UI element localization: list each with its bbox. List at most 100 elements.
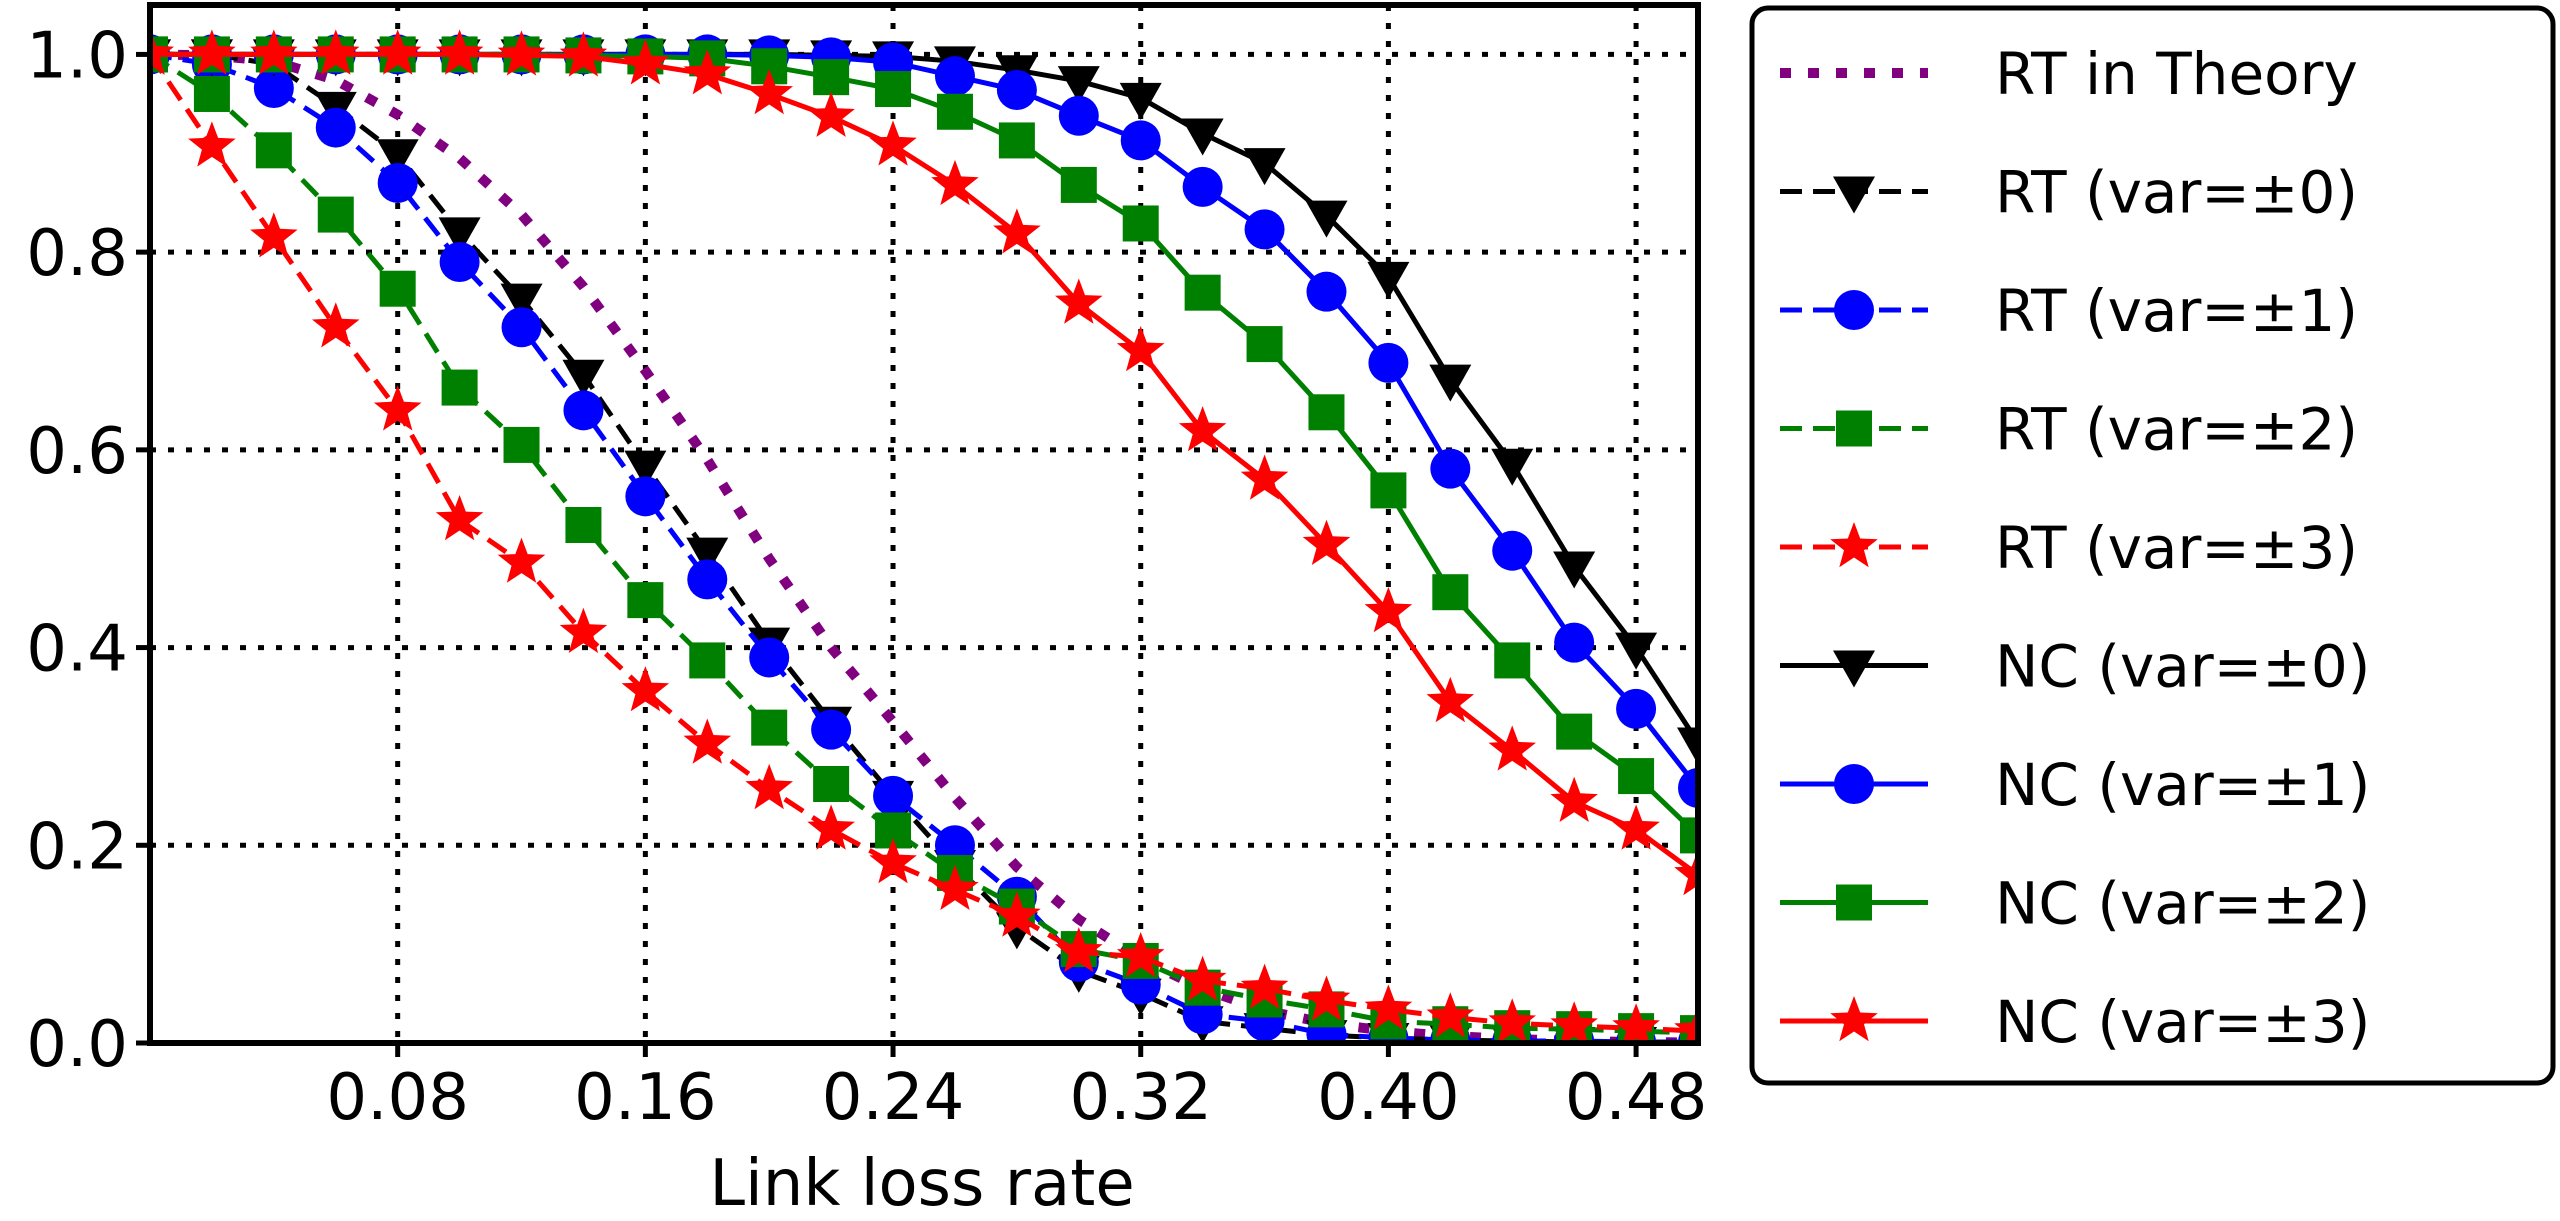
data-point (1616, 688, 1657, 729)
data-point (1055, 927, 1103, 973)
data-point (683, 49, 732, 95)
legend-label: NC (var=±0) (1995, 633, 2370, 701)
data-point (936, 93, 973, 130)
y-tick-label: 0.8 (26, 217, 128, 291)
legend-marker-star-icon (1830, 996, 1878, 1042)
data-point (621, 39, 670, 85)
data-point (379, 270, 416, 307)
plot-area (150, 29, 1698, 1043)
data-point (1060, 166, 1097, 203)
data-point (1674, 1006, 1698, 1043)
data-point (996, 70, 1037, 111)
legend-marker-circle-icon (1834, 764, 1874, 804)
data-point (813, 59, 850, 96)
data-point (1184, 274, 1221, 311)
data-point (253, 68, 294, 109)
data-point (559, 31, 608, 77)
data-point (621, 666, 670, 712)
data-point (931, 159, 979, 206)
data-point (931, 864, 979, 910)
legend-marker-square-icon (1836, 884, 1872, 921)
data-point (869, 120, 917, 166)
data-point (807, 804, 855, 850)
data-point (625, 476, 666, 517)
legend-label: RT in Theory (1995, 40, 2358, 108)
legend-marker-square-icon (1836, 410, 1872, 447)
data-point (255, 132, 292, 169)
data-point (1308, 394, 1345, 431)
data-point (1678, 767, 1698, 808)
series-line (150, 51, 1698, 744)
data-point (1240, 454, 1289, 500)
series-nc-var-3- (150, 29, 1698, 896)
series-line (150, 53, 1698, 1034)
data-point (1430, 448, 1471, 489)
data-point (749, 637, 790, 678)
y-tick-label: 1.0 (26, 19, 128, 93)
data-point (1306, 271, 1347, 312)
data-point (1550, 1001, 1598, 1043)
data-point (1367, 261, 1410, 299)
legend-box (1749, 5, 2556, 1086)
data-point (435, 29, 484, 75)
data-point (1674, 849, 1698, 896)
data-point (1116, 326, 1165, 372)
data-point (1243, 148, 1286, 186)
data-point (562, 359, 605, 397)
data-point (312, 29, 360, 75)
series-line (150, 52, 1698, 1036)
data-point (1429, 364, 1472, 402)
legend-entry: RT (var=±1) (1780, 277, 2358, 345)
y-tick-label: 0.0 (26, 1008, 128, 1082)
axis-ticks: 0.08 0.16 0.24 0.32 0.40 0.48 0.0 0.2 0.4 0.6 0.8 1… (26, 19, 1707, 1135)
series-rt-var-1- (150, 34, 1698, 1043)
series-rt-var-2- (150, 36, 1698, 1043)
series-line (150, 51, 1698, 1043)
data-point (745, 69, 793, 115)
data-point (1426, 992, 1475, 1038)
data-point (751, 709, 788, 746)
legend-marker-triangle-down-icon (1833, 650, 1875, 688)
data-point (1057, 66, 1100, 104)
data-point (250, 212, 298, 258)
data-point (683, 718, 732, 764)
data-point (1680, 817, 1698, 854)
data-point (624, 450, 667, 488)
data-point (373, 385, 422, 431)
data-point (1244, 209, 1285, 250)
data-point (745, 763, 793, 810)
data-point (875, 71, 912, 108)
data-point (501, 307, 542, 348)
data-point (373, 29, 422, 75)
data-point (193, 75, 230, 112)
data-point (1426, 676, 1475, 723)
data-point (627, 582, 664, 619)
data-point (869, 838, 917, 884)
x-tick-label: 0.32 (1069, 1061, 1212, 1135)
data-point (1122, 205, 1159, 242)
data-point (687, 559, 728, 600)
axes-frame (147, 2, 1701, 1046)
x-tick-label: 0.08 (326, 1061, 469, 1135)
legend-marker-circle-icon (1834, 290, 1874, 330)
data-point (435, 495, 484, 541)
data-point (1492, 530, 1533, 571)
data-point (1491, 448, 1534, 486)
data-point (188, 121, 236, 167)
y-tick-label: 0.6 (26, 415, 128, 489)
y-tick-label: 0.2 (26, 810, 128, 884)
series-rt-in-theory (150, 49, 1698, 1043)
data-point (811, 709, 852, 750)
data-point (1553, 551, 1596, 589)
data-point (1246, 326, 1283, 363)
data-point (563, 390, 604, 431)
legend-label: RT (var=±3) (1995, 514, 2358, 582)
data-point (993, 891, 1041, 937)
legend: RT in Theory RT (var=±0) RT (var=±1) RT (va… (1749, 5, 2556, 1086)
data-point (1488, 725, 1536, 771)
data-point (934, 56, 975, 97)
legend-label: NC (var=±1) (1995, 751, 2370, 819)
x-tick-label: 0.40 (1317, 1061, 1460, 1135)
series-line (150, 51, 1698, 1043)
x-tick-label: 0.24 (822, 1061, 965, 1135)
